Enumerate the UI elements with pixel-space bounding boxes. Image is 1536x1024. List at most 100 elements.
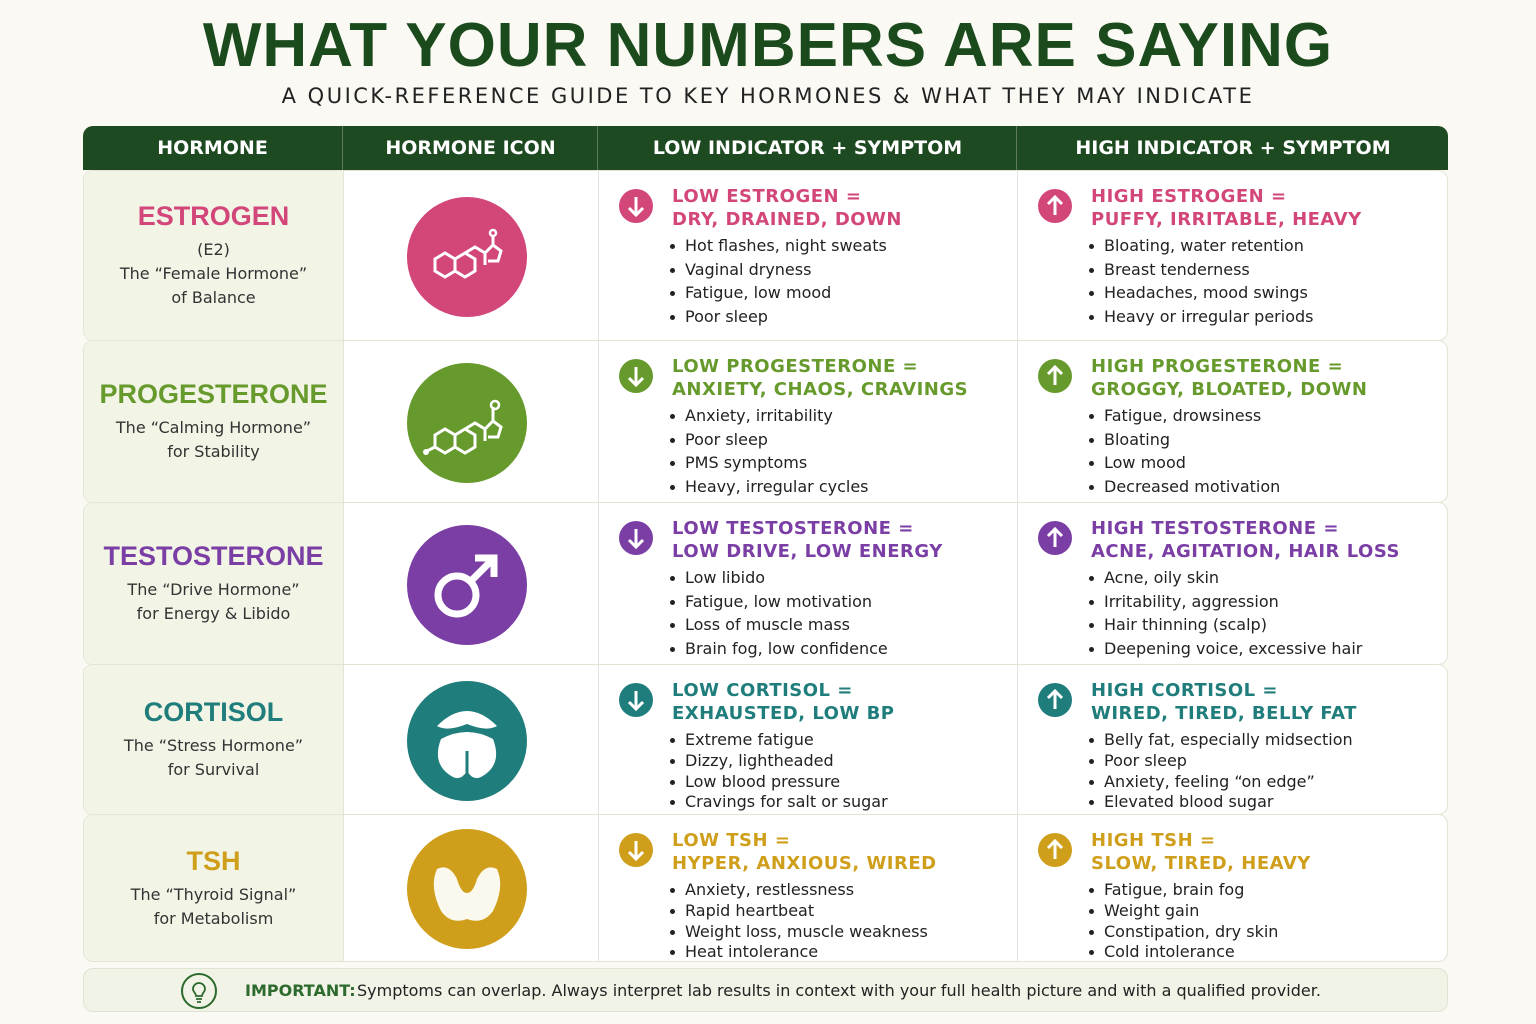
bullet [670, 950, 675, 956]
bullet [670, 623, 675, 628]
low-arrow-icon [619, 521, 653, 555]
bullet [1089, 437, 1094, 443]
table-row: PROGESTERONE The “Calming Hormone” for Sta… [83, 340, 1448, 503]
footer-text: Symptoms can overlap. Always interpret l… [357, 981, 1321, 1000]
table-row: ESTROGEN (E2) The “Female Hormone” of Balan… [83, 170, 1448, 341]
hormone-icon [407, 829, 527, 949]
hormone-description: for Metabolism [153, 908, 274, 928]
hormone-description: for Stability [167, 442, 260, 461]
high-heading: HIGH ESTROGEN = [1091, 186, 1287, 207]
low-symptom: Rapid heartbeat [685, 900, 815, 920]
low-arrow-icon [619, 833, 653, 867]
bullet [1089, 244, 1094, 249]
low-heading: LOW DRIVE, LOW ENERGY [672, 541, 943, 562]
low-arrow-icon [619, 683, 653, 717]
high-heading: GROGGY, BLOATED, DOWN [1091, 379, 1368, 400]
bullet [670, 267, 675, 273]
low-symptom: Extreme fatigue [685, 730, 814, 749]
table-row: CORTISOL The “Stress Hormone” for Survival… [83, 664, 1448, 815]
high-arrow-icon [1038, 189, 1072, 223]
bullet [670, 437, 675, 443]
high-heading: HIGH PROGESTERONE = [1091, 356, 1344, 377]
hormone-description: The “Stress Hormone” [123, 736, 304, 755]
bullet [670, 908, 675, 914]
bullet [1089, 888, 1094, 893]
bullet [1089, 623, 1094, 628]
table-row: TSH The “Thyroid Signal” for Metabolism LOW… [83, 814, 1448, 962]
low-symptom: Heat intolerance [685, 942, 819, 962]
bullet [1089, 461, 1094, 466]
low-arrow-icon [619, 189, 653, 223]
high-symptom: Hair thinning (scalp) [1104, 615, 1267, 634]
high-symptom: Fatigue, drowsiness [1104, 406, 1262, 425]
low-heading: LOW TESTOSTERONE = [672, 518, 914, 539]
hormone-icon [407, 196, 527, 317]
high-heading: ACNE, AGITATION, HAIR LOSS [1091, 541, 1400, 562]
high-heading: HIGH TESTOSTERONE = [1091, 518, 1339, 539]
divider [1017, 341, 1018, 502]
column-header: HORMONE [157, 137, 268, 159]
divider [343, 503, 344, 664]
title: WHAT YOUR NUMBERS ARE SAYING [202, 11, 1334, 80]
hormone-name: PROGESTERONE [99, 379, 328, 409]
high-symptom: Deepening voice, excessive hair [1104, 638, 1363, 658]
high-arrow-icon [1038, 683, 1072, 717]
high-heading: PUFFY, IRRITABLE, HEAVY [1091, 209, 1362, 230]
divider [343, 665, 344, 814]
low-symptom: Poor sleep [685, 306, 768, 326]
column-header: HIGH INDICATOR + SYMPTOM [1016, 126, 1449, 170]
bullet [1089, 908, 1094, 914]
bullet [1089, 576, 1094, 581]
high-symptom: Weight gain [1104, 900, 1200, 920]
low-heading: LOW ESTROGEN = [672, 186, 862, 207]
low-heading: HYPER, ANXIOUS, WIRED [672, 853, 937, 874]
divider [598, 171, 599, 340]
high-symptom: Anxiety, feeling “on edge” [1104, 771, 1315, 791]
bullet [1089, 414, 1094, 419]
low-symptom: Low libido [685, 568, 766, 587]
low-heading: ANXIETY, CHAOS, CRAVINGS [672, 379, 969, 400]
bullet [1089, 800, 1094, 806]
high-symptom: Cold intolerance [1104, 942, 1235, 962]
bullet [1089, 779, 1094, 785]
divider [598, 665, 599, 814]
bullet [670, 779, 675, 785]
divider [343, 171, 344, 340]
bullet [670, 646, 675, 652]
bullet [1089, 484, 1094, 490]
table-header: HORMONE HORMONE ICON LOW INDICATOR + SYMPT… [83, 126, 1448, 170]
bullet [1089, 599, 1094, 605]
bullet [1089, 314, 1094, 320]
subtitle: A QUICK-REFERENCE GUIDE TO KEY HORMONES … [281, 84, 1255, 108]
bullet [670, 576, 675, 581]
low-symptom: Poor sleep [685, 429, 768, 449]
hormone-cell: TESTOSTERONE The “Drive Hormone” for Energ… [84, 503, 343, 664]
divider [1017, 503, 1018, 664]
low-symptom: Heavy, irregular cycles [685, 476, 869, 496]
bullet [670, 414, 675, 419]
hormone-description: of Balance [171, 288, 256, 307]
bullet [1089, 758, 1094, 764]
high-symptom: Belly fat, especially midsection [1104, 730, 1353, 749]
high-symptom: Fatigue, brain fog [1104, 880, 1245, 899]
high-arrow-icon [1038, 833, 1072, 867]
low-heading: LOW PROGESTERONE = [672, 356, 919, 377]
low-symptom: Vaginal dryness [685, 259, 812, 279]
hormone-description: The “Calming Hormone” [115, 418, 312, 437]
bullet [670, 758, 675, 764]
low-heading: EXHAUSTED, LOW BP [672, 703, 895, 724]
hormone-icon [407, 524, 527, 645]
bullet [1089, 929, 1094, 935]
high-symptom: Poor sleep [1104, 750, 1187, 770]
low-heading: DRY, DRAINED, DOWN [672, 209, 902, 230]
hormone-cell: TSH The “Thyroid Signal” for Metabolism [84, 815, 343, 961]
hormone-description: for Survival [167, 760, 260, 779]
hormone-abbr: (E2) [197, 240, 230, 259]
hormone-description: for Energy & Libido [136, 604, 291, 623]
high-symptom: Heavy or irregular periods [1104, 306, 1314, 326]
low-symptom: Anxiety, restlessness [685, 880, 855, 899]
column-header: LOW INDICATOR + SYMPTOM [597, 126, 1017, 170]
divider [598, 341, 599, 502]
hormone-description: The “Female Hormone” [119, 264, 308, 283]
low-symptom: Dizzy, lightheaded [685, 750, 834, 770]
